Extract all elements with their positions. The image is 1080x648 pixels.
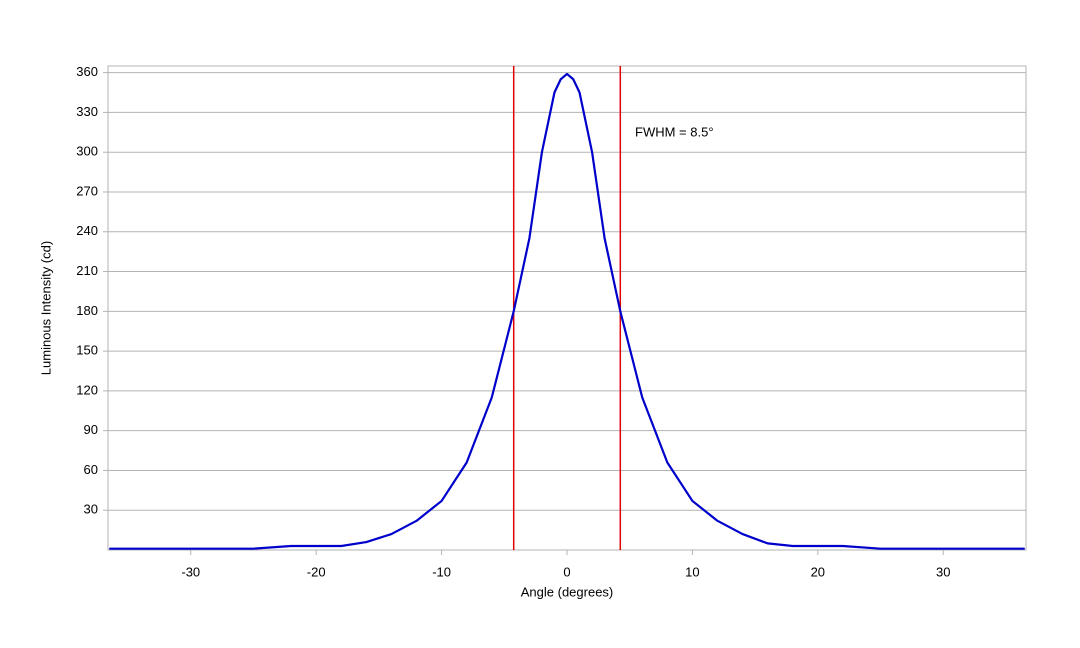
y-tick-label: 270 — [76, 183, 98, 198]
x-axis-label: Angle (degrees) — [521, 584, 614, 599]
y-tick-label: 120 — [76, 382, 98, 397]
y-tick-label: 300 — [76, 144, 98, 159]
x-tick-label: 10 — [685, 564, 699, 579]
y-axis-label: Luminous Intensity (cd) — [38, 241, 53, 375]
y-tick-label: 150 — [76, 343, 98, 358]
line-series — [109, 72, 1025, 550]
x-tick-label: 30 — [936, 564, 950, 579]
y-tick-label: 180 — [76, 303, 98, 318]
x-tick-label: 0 — [563, 564, 570, 579]
y-tick-label: 360 — [76, 64, 98, 79]
x-tick-label: -20 — [307, 564, 326, 579]
x-tick-label: 20 — [811, 564, 825, 579]
y-tick-label: 60 — [84, 462, 98, 477]
y-tick-label: 210 — [76, 263, 98, 278]
y-tick-label: 240 — [76, 223, 98, 238]
x-tick-label: -10 — [432, 564, 451, 579]
plot-frame — [107, 65, 1027, 551]
y-tick-label: 30 — [84, 502, 98, 517]
y-tick-label: 90 — [84, 422, 98, 437]
x-tick-label: -30 — [181, 564, 200, 579]
annotation: FWHM = 8.5° — [635, 124, 714, 139]
y-tick-label: 330 — [76, 104, 98, 119]
